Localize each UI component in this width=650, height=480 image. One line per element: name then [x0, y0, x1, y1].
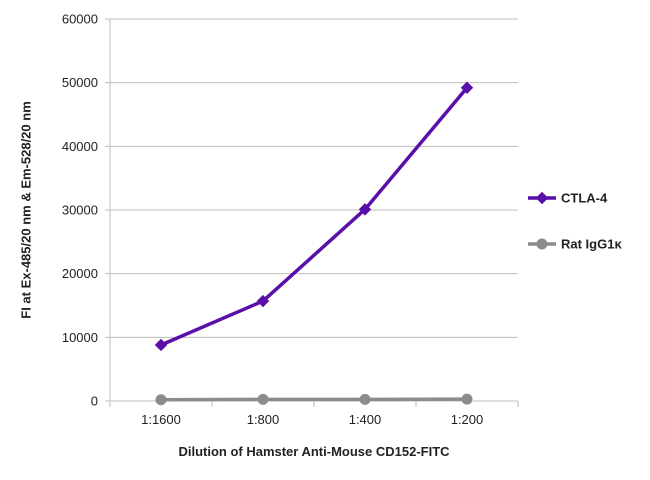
axes — [105, 18, 519, 407]
legend-label: CTLA-4 — [561, 191, 608, 206]
data-point — [256, 294, 270, 308]
y-tick-label: 10000 — [62, 330, 98, 345]
x-tick-label: 1:400 — [349, 412, 382, 427]
y-tick-label: 40000 — [62, 139, 98, 154]
y-tick-labels: 0 10000 20000 30000 40000 50000 60000 — [62, 12, 98, 409]
data-point — [359, 393, 371, 405]
legend-swatch-marker — [536, 238, 548, 250]
data-point — [358, 203, 372, 216]
series-line — [159, 397, 469, 402]
legend-item: CTLA-4 — [528, 191, 608, 206]
legend-label: Rat IgG1κ — [561, 237, 622, 252]
data-point — [257, 393, 269, 405]
y-tick-label: 0 — [91, 394, 98, 409]
series-1 — [155, 393, 473, 406]
y-axis-title: FI at Ex-485/20 nm & Em-528/20 nm — [18, 101, 33, 318]
grid-lines — [110, 18, 518, 338]
legend-item: Rat IgG1κ — [528, 237, 622, 252]
x-axis-title: Dilution of Hamster Anti-Mouse CD152-FIT… — [178, 444, 450, 459]
series — [154, 81, 474, 406]
series-line — [159, 86, 469, 347]
y-tick-label: 20000 — [62, 266, 98, 281]
legend: CTLA-4 Rat IgG1κ — [528, 191, 622, 252]
y-tick-label: 50000 — [62, 75, 98, 90]
data-point — [460, 81, 474, 94]
x-tick-label: 1:800 — [247, 412, 280, 427]
y-tick-label: 30000 — [62, 203, 98, 218]
legend-swatch-marker — [535, 191, 549, 205]
series-0 — [154, 81, 474, 352]
data-point — [154, 338, 168, 352]
x-tick-label: 1:200 — [451, 412, 484, 427]
x-tick-labels: 1:1600 1:800 1:400 1:200 — [141, 412, 483, 427]
data-point — [461, 393, 473, 405]
x-tick-label: 1:1600 — [141, 412, 181, 427]
data-point — [155, 394, 167, 406]
y-tick-label: 60000 — [62, 12, 98, 27]
